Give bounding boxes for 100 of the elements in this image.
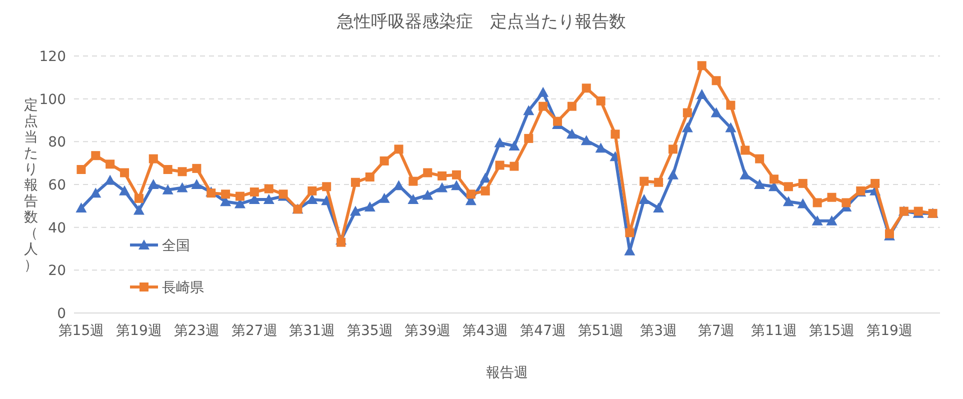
- x-tick-label: 第7週: [698, 323, 735, 339]
- point: [306, 194, 318, 204]
- point: [466, 190, 476, 199]
- x-tick-label: 第23週: [174, 323, 220, 339]
- point: [178, 167, 187, 176]
- point: [148, 154, 158, 164]
- point: [782, 196, 794, 206]
- x-tick-label: 第35週: [346, 323, 393, 339]
- point: [538, 86, 549, 97]
- point: [682, 122, 693, 132]
- point: [870, 178, 880, 188]
- point: [770, 174, 779, 184]
- point: [826, 215, 838, 226]
- point: [408, 176, 418, 186]
- legend-label: 全国: [162, 238, 190, 254]
- point: [221, 190, 230, 199]
- point: [566, 128, 578, 139]
- point: [725, 122, 736, 132]
- point: [106, 160, 115, 169]
- point: [480, 172, 491, 183]
- point: [596, 96, 606, 106]
- y-tick-label: 100: [39, 92, 66, 108]
- point: [580, 135, 592, 146]
- point: [365, 172, 374, 182]
- point: [812, 215, 823, 226]
- point: [133, 204, 144, 215]
- x-tick-label: 第43週: [462, 323, 508, 339]
- point: [350, 206, 361, 216]
- point: [610, 130, 620, 139]
- y-tick-label: 20: [48, 263, 66, 280]
- point: [638, 194, 650, 204]
- point: [120, 168, 130, 178]
- point: [192, 164, 202, 173]
- point: [450, 180, 462, 190]
- point: [682, 108, 692, 118]
- point: [235, 192, 244, 201]
- x-tick-label: 第3週: [640, 323, 678, 339]
- point: [76, 165, 86, 174]
- point: [394, 144, 404, 154]
- chart-title: 急性呼吸器感染症 定点当たり報告数: [336, 12, 626, 32]
- point: [176, 182, 188, 192]
- point: [538, 102, 548, 111]
- x-tick-label: 第15週: [808, 323, 855, 339]
- x-tick-label: 第27週: [232, 323, 278, 339]
- x-tick-label: 第11週: [751, 323, 797, 339]
- point: [595, 142, 606, 153]
- point: [90, 188, 102, 198]
- point: [350, 178, 360, 187]
- point: [322, 182, 332, 192]
- point: [812, 198, 822, 208]
- point: [625, 228, 634, 238]
- point: [653, 202, 664, 213]
- point: [740, 169, 751, 180]
- point: [842, 198, 851, 208]
- legend-label: 長崎県: [162, 280, 204, 296]
- point: [582, 84, 591, 93]
- point: [436, 182, 448, 192]
- point: [668, 144, 678, 154]
- y-tick-label: 60: [48, 178, 66, 194]
- point: [134, 194, 144, 203]
- x-tick-label: 第19週: [866, 323, 912, 339]
- point: [250, 187, 259, 196]
- text: 定点当たり報告数（人）: [24, 98, 38, 274]
- y-tick-label: 0: [57, 306, 66, 322]
- point: [508, 140, 520, 150]
- point: [712, 76, 721, 86]
- point: [364, 201, 376, 212]
- point: [393, 180, 404, 190]
- point: [798, 178, 808, 188]
- point: [797, 198, 808, 208]
- point: [696, 89, 708, 100]
- point: [76, 202, 87, 213]
- point: [523, 105, 534, 116]
- y-tick-label: 80: [48, 134, 66, 151]
- point: [119, 185, 130, 196]
- point: [378, 192, 390, 203]
- point: [91, 151, 100, 160]
- point: [495, 160, 504, 170]
- x-tick-label: 第51週: [578, 323, 624, 339]
- y-tick-label: 40: [48, 220, 66, 236]
- point: [710, 107, 722, 118]
- point: [553, 116, 562, 126]
- point: [755, 154, 764, 164]
- point: [422, 190, 434, 200]
- point: [827, 192, 836, 202]
- point: [423, 168, 432, 178]
- x-tick-label: 第15週: [58, 323, 104, 339]
- x-axis-title: 報告週: [486, 365, 528, 381]
- point: [336, 238, 346, 247]
- point: [480, 186, 490, 196]
- point: [524, 134, 534, 143]
- point: [567, 102, 576, 111]
- x-tick-label: 第47週: [520, 323, 566, 339]
- point: [408, 194, 419, 204]
- point: [308, 186, 317, 196]
- point: [740, 146, 750, 155]
- y-tick-label: 120: [39, 49, 66, 65]
- point: [380, 156, 389, 166]
- x-tick-label: 第31週: [289, 323, 336, 339]
- x-tick-label: 第19週: [116, 323, 162, 339]
